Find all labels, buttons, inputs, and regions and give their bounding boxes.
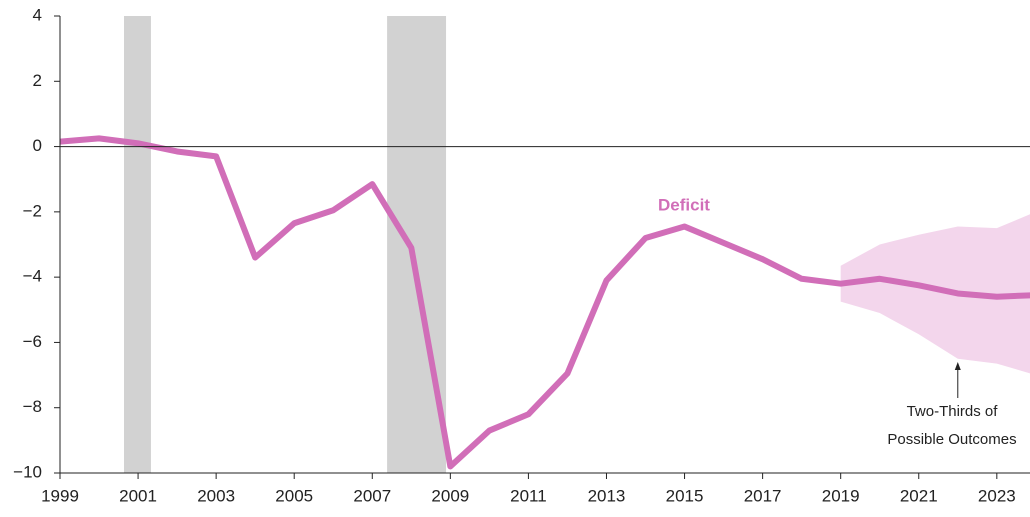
x-tick-label: 2013	[588, 486, 626, 505]
plot-area	[60, 16, 1030, 473]
recession-shade	[124, 16, 151, 473]
y-tick-label: 0	[33, 136, 42, 155]
annotation-arrowhead	[954, 362, 961, 370]
x-tick-label: 2009	[431, 486, 469, 505]
band-label: Two-Thirds of	[907, 403, 999, 420]
x-tick-label: 2021	[900, 486, 938, 505]
x-tick-label: 2011	[510, 486, 547, 505]
deficit-line	[60, 135, 1030, 470]
x-tick-label: 2005	[275, 486, 313, 505]
y-tick-label: −10	[13, 462, 42, 481]
x-tick-label: 1999	[41, 486, 79, 505]
x-tick-label: 2017	[744, 486, 782, 505]
x-tick-label: 2007	[353, 486, 391, 505]
y-tick-label: 2	[33, 71, 42, 90]
x-tick-label: 2019	[822, 486, 860, 505]
band-label: Possible Outcomes	[887, 431, 1016, 448]
series-label: Deficit	[658, 195, 710, 214]
x-tick-label: 2015	[666, 486, 704, 505]
y-tick-label: −2	[23, 201, 42, 220]
x-tick-label: 2003	[197, 486, 235, 505]
y-tick-label: −6	[23, 332, 42, 351]
uncertainty-band	[840, 214, 1030, 374]
y-tick-label: −4	[23, 267, 42, 286]
y-tick-label: 4	[33, 5, 42, 24]
x-tick-label: 2001	[119, 486, 157, 505]
y-tick-label: −8	[23, 397, 42, 416]
x-tick-label: 2023	[978, 486, 1016, 505]
